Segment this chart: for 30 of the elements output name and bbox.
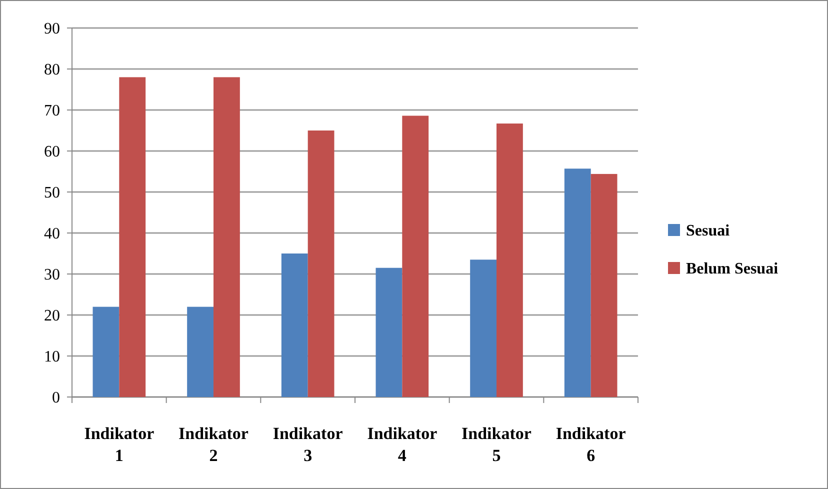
x-tick-label: Indikator 3: [272, 424, 344, 465]
y-tick-label: 80: [44, 62, 60, 79]
bar: [590, 174, 618, 397]
y-tick-label: 70: [44, 102, 60, 120]
legend-label: Sesuai: [686, 222, 730, 240]
y-tick-label: 10: [44, 348, 60, 366]
legend-label: Belum Sesuai: [686, 260, 779, 278]
x-tick-label: Indikator 4: [367, 424, 438, 465]
y-tick-label: 50: [44, 184, 60, 202]
bar: [187, 306, 214, 397]
bar: [402, 116, 429, 397]
x-tick-label: Indikator 5: [462, 424, 532, 465]
y-tick-label: 30: [44, 266, 60, 284]
y-tick-label: 20: [44, 308, 60, 325]
y-tick-label: 60: [44, 144, 60, 161]
bar: [119, 77, 146, 397]
x-tick-label: Indikator 2: [178, 424, 249, 465]
bar: [496, 124, 523, 397]
bar: [376, 268, 402, 397]
x-tick-label: Indikator 1: [84, 424, 155, 465]
bar: [470, 260, 496, 397]
bar: [214, 77, 240, 397]
y-tick-label: 0: [52, 390, 60, 407]
y-tick-label: 40: [44, 226, 60, 243]
y-tick-label: 90: [44, 20, 60, 38]
bar: [564, 168, 591, 397]
bar: [92, 306, 120, 397]
bar: [308, 130, 334, 397]
x-tick-label: Indikator 6: [556, 424, 626, 465]
bar: [281, 254, 308, 397]
